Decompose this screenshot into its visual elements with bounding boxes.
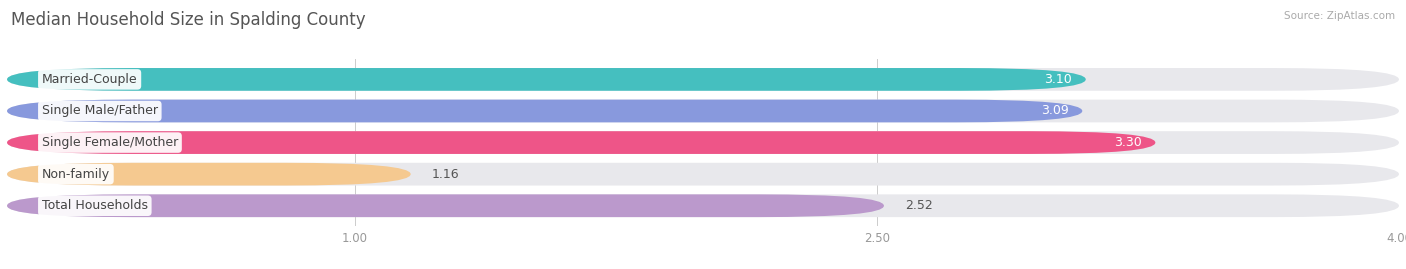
Text: Source: ZipAtlas.com: Source: ZipAtlas.com bbox=[1284, 11, 1395, 21]
Text: Non-family: Non-family bbox=[42, 168, 110, 181]
Text: Single Female/Mother: Single Female/Mother bbox=[42, 136, 179, 149]
Text: 1.16: 1.16 bbox=[432, 168, 460, 181]
Text: 3.09: 3.09 bbox=[1040, 104, 1069, 118]
Text: 3.30: 3.30 bbox=[1114, 136, 1142, 149]
FancyBboxPatch shape bbox=[7, 100, 1399, 122]
FancyBboxPatch shape bbox=[7, 131, 1399, 154]
Text: Median Household Size in Spalding County: Median Household Size in Spalding County bbox=[11, 11, 366, 29]
FancyBboxPatch shape bbox=[7, 194, 1399, 217]
FancyBboxPatch shape bbox=[7, 131, 1156, 154]
FancyBboxPatch shape bbox=[7, 68, 1085, 91]
Text: Married-Couple: Married-Couple bbox=[42, 73, 138, 86]
FancyBboxPatch shape bbox=[7, 68, 1399, 91]
FancyBboxPatch shape bbox=[7, 163, 1399, 186]
Text: 2.52: 2.52 bbox=[905, 199, 932, 212]
FancyBboxPatch shape bbox=[7, 194, 884, 217]
FancyBboxPatch shape bbox=[7, 163, 411, 186]
Text: Total Households: Total Households bbox=[42, 199, 148, 212]
FancyBboxPatch shape bbox=[7, 100, 1083, 122]
Text: 3.10: 3.10 bbox=[1045, 73, 1071, 86]
Text: Single Male/Father: Single Male/Father bbox=[42, 104, 157, 118]
